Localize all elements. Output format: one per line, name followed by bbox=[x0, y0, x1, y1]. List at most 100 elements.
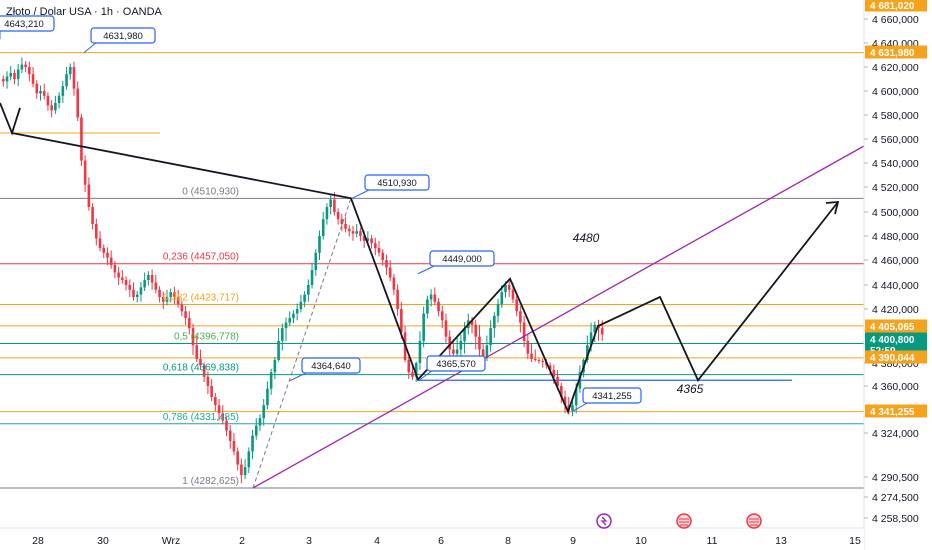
candle-body bbox=[42, 91, 46, 96]
candle-body bbox=[429, 294, 433, 300]
candle-body bbox=[455, 349, 459, 354]
zigzag-projection-path bbox=[11, 132, 839, 415]
time-tick-label: 4 bbox=[374, 535, 380, 547]
candle-body bbox=[113, 265, 117, 273]
candle-body bbox=[184, 311, 187, 319]
callout-box[interactable] bbox=[582, 387, 642, 404]
callout-box[interactable] bbox=[429, 250, 495, 267]
dividend-event-icon[interactable] bbox=[596, 513, 612, 529]
candle-body bbox=[247, 451, 251, 468]
candle-body bbox=[288, 318, 292, 323]
candle-body bbox=[180, 304, 184, 312]
candle-body bbox=[307, 285, 310, 295]
callout-label: 4449,000 bbox=[442, 254, 482, 265]
candle-body bbox=[102, 248, 106, 253]
candle-body bbox=[80, 117, 83, 161]
candle-body bbox=[433, 294, 437, 302]
candle-body bbox=[109, 257, 113, 265]
callouts: 4643,210 4631,980 4510,930 4449,000 4364,640… bbox=[0, 15, 642, 413]
annotation-text: 4480 bbox=[573, 231, 600, 245]
time-axis-background[interactable] bbox=[0, 528, 864, 550]
callout-label: 4510,930 bbox=[377, 178, 417, 189]
symbol-title[interactable]: Złoto / Dolar USA · 1h · OANDA bbox=[6, 6, 163, 18]
callout-box[interactable] bbox=[90, 27, 156, 44]
candle-body bbox=[292, 313, 295, 319]
candle-body bbox=[65, 74, 68, 87]
economic-event-flag-icon[interactable] bbox=[676, 513, 692, 529]
candle-body bbox=[556, 376, 559, 386]
candle-body bbox=[329, 199, 332, 207]
candle-body bbox=[83, 160, 87, 185]
candle-body bbox=[310, 270, 314, 285]
time-tick-label: 6 bbox=[438, 535, 444, 547]
price-badge bbox=[865, 350, 927, 364]
candle-body bbox=[91, 207, 94, 224]
candle-body bbox=[269, 372, 273, 389]
price-axis-background[interactable] bbox=[864, 0, 932, 528]
fib-level-label: 0,5 (4396,778) bbox=[174, 332, 239, 343]
candle-body bbox=[589, 332, 593, 346]
callout-label: 4365,570 bbox=[436, 359, 476, 370]
fib-level-label: 0,382 (4423,717) bbox=[163, 293, 239, 304]
time-axis-ticks: 28 30 Wrz 2 3 4 6 8 9 10 11 13 15 bbox=[32, 535, 861, 547]
candle-body bbox=[440, 311, 444, 321]
arrow-head bbox=[825, 200, 840, 215]
candle-body bbox=[147, 275, 150, 280]
candle-body bbox=[9, 73, 13, 77]
callout-box[interactable] bbox=[301, 357, 361, 374]
candle-body bbox=[563, 396, 567, 406]
price-badge-value: 4 631,980 bbox=[870, 48, 915, 59]
candle-body bbox=[236, 451, 239, 465]
candle-body bbox=[347, 228, 351, 232]
candle-body bbox=[50, 105, 53, 111]
candle-body bbox=[533, 359, 537, 360]
fib-level-label: 0,236 (4457,050) bbox=[163, 252, 239, 263]
price-tick-label: 4 540,000 bbox=[872, 158, 919, 170]
callout-label: 4364,640 bbox=[311, 361, 351, 372]
candle-body bbox=[470, 320, 474, 325]
annotations: 4480 4365 bbox=[573, 231, 704, 396]
candle-body bbox=[13, 73, 16, 79]
callout-box[interactable] bbox=[426, 355, 486, 372]
price-tick-label: 4 258,500 bbox=[872, 513, 919, 525]
candle-body bbox=[396, 289, 399, 309]
price-tick-label: 4 420,000 bbox=[872, 304, 919, 316]
candle-body bbox=[511, 289, 515, 300]
price-tick-label: 4 324,000 bbox=[872, 428, 919, 440]
candle-body bbox=[336, 212, 340, 220]
candle-body bbox=[165, 297, 169, 302]
candle-body bbox=[444, 320, 448, 337]
candle-body bbox=[221, 413, 225, 421]
callout-box[interactable] bbox=[364, 174, 430, 191]
candle-body bbox=[195, 345, 199, 359]
fib-level-label: 0 (4510,930) bbox=[182, 186, 239, 197]
candle-body bbox=[72, 67, 76, 89]
candle-body bbox=[515, 299, 518, 312]
economic-event-flag-icon[interactable] bbox=[746, 513, 762, 529]
candle-body bbox=[61, 86, 65, 96]
candle-body bbox=[176, 297, 180, 305]
candle-body bbox=[243, 467, 247, 476]
price-tick-label: 4 500,000 bbox=[872, 207, 919, 219]
time-tick-label: 30 bbox=[97, 535, 109, 547]
candle-body bbox=[321, 219, 325, 236]
price-tick-label: 4 460,000 bbox=[872, 255, 919, 267]
candle-body bbox=[128, 285, 132, 290]
time-tick-label: 10 bbox=[635, 535, 647, 547]
callout-pointer bbox=[83, 41, 98, 54]
price-badge-value: 4 405,065 bbox=[870, 322, 915, 333]
callout-box[interactable] bbox=[0, 15, 55, 32]
candle-body bbox=[303, 294, 306, 302]
candle-body bbox=[571, 405, 574, 411]
candle-body bbox=[344, 224, 347, 229]
drawings bbox=[0, 102, 865, 489]
candle-body bbox=[262, 405, 265, 419]
candle-body bbox=[552, 369, 556, 377]
candle-body bbox=[266, 388, 269, 406]
candles bbox=[2, 57, 604, 484]
fib-level-label: 0,786 (4331,485) bbox=[163, 412, 239, 423]
candle-body bbox=[5, 76, 9, 82]
price-tick-label: 4 274,500 bbox=[872, 492, 919, 504]
